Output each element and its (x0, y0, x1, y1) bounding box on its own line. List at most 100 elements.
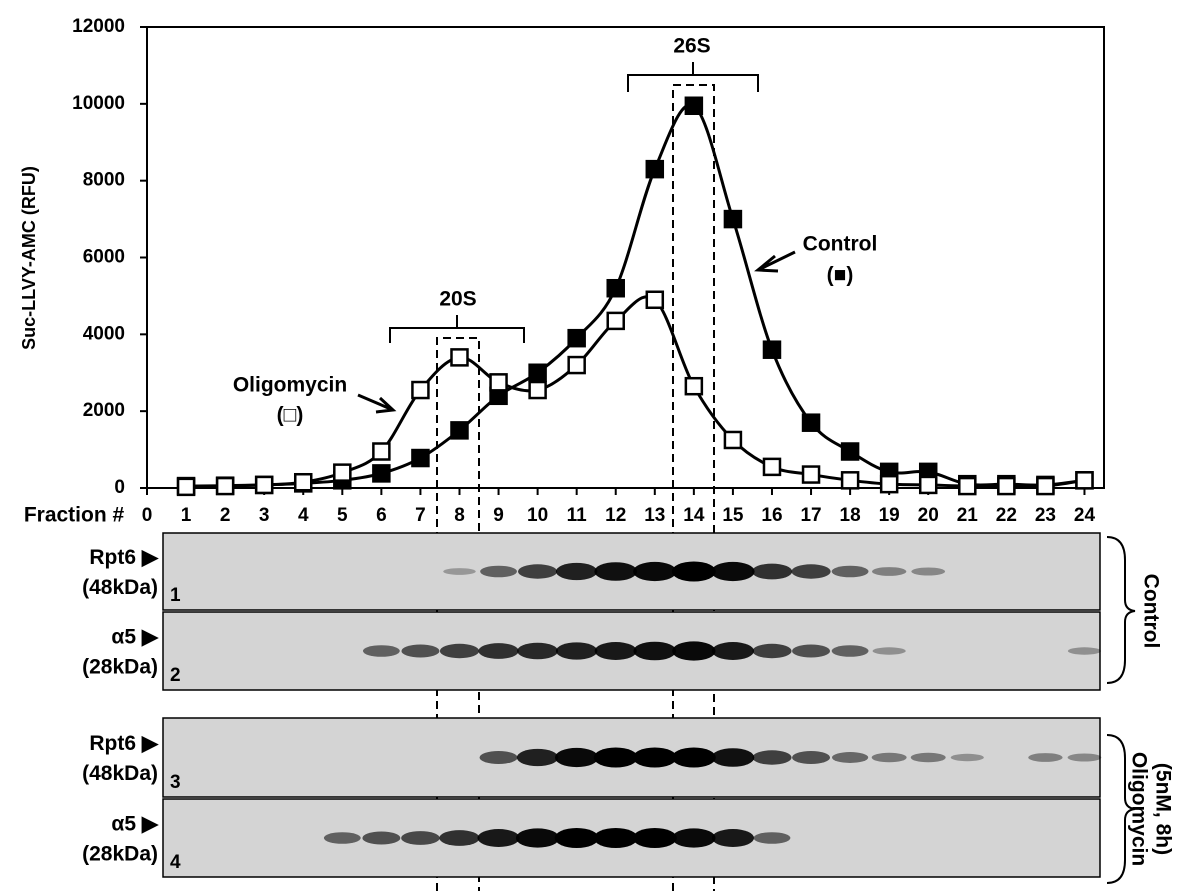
protein-label: α5 ▶ (111, 813, 158, 836)
lane-label: 4 (170, 852, 181, 873)
x-tick-label: 4 (298, 505, 309, 526)
x-tick-label: 22 (996, 505, 1017, 526)
data-point (372, 442, 391, 461)
blot-band (517, 642, 559, 660)
x-tick-label: 11 (567, 505, 588, 526)
blot-band (672, 641, 716, 661)
blot-band (792, 644, 831, 658)
blot-band (555, 562, 598, 581)
x-tick-label: 2 (220, 505, 231, 526)
mass-label: (28kDa) (82, 843, 158, 866)
x-tick-label: 1 (181, 505, 192, 526)
blot-band (632, 828, 677, 848)
protein-label: α5 ▶ (111, 626, 158, 649)
blot-band (515, 828, 560, 848)
x-tick-label: 9 (493, 505, 504, 526)
blot-band (480, 565, 517, 578)
x-tick-label: 21 (957, 505, 979, 526)
data-point (801, 413, 821, 432)
blot-band (323, 832, 361, 844)
blot-band (910, 752, 946, 763)
data-point (606, 278, 625, 298)
bracket (627, 62, 759, 92)
group-label: Control (1139, 574, 1162, 649)
x-tick-label: 14 (683, 505, 705, 526)
blot-band (711, 642, 755, 660)
data-point (567, 328, 586, 348)
data-point (215, 476, 235, 496)
brace (1106, 734, 1136, 884)
group-label: (5nM, 8h) (1151, 763, 1174, 855)
x-tick-label: 19 (879, 505, 900, 526)
blot-band (594, 642, 637, 660)
data-point (645, 159, 665, 179)
protein-label: Rpt6 ▶ (89, 732, 159, 755)
data-point (411, 380, 430, 400)
series-marker-label: (■) (827, 264, 854, 287)
data-point (606, 311, 625, 331)
data-point (1075, 471, 1094, 490)
blot-band (518, 564, 558, 579)
x-axis-title: Fraction # (24, 504, 125, 527)
y-tick-label: 0 (114, 477, 125, 498)
y-axis-title: Suc-LLVY-AMC (RFU) (19, 166, 39, 350)
blot-band (362, 831, 401, 845)
data-point (176, 477, 196, 497)
brace (1106, 536, 1136, 684)
y-tick-label: 4000 (83, 323, 125, 344)
blot-band (871, 752, 907, 763)
x-tick-label: 15 (722, 505, 744, 526)
data-point (879, 474, 899, 494)
blot-band (831, 645, 869, 657)
x-tick-label: 0 (142, 505, 153, 526)
mass-label: (48kDa) (82, 762, 158, 785)
lane-label: 2 (170, 665, 181, 686)
series-line (186, 103, 1085, 488)
x-tick-label: 5 (337, 505, 348, 526)
data-point (684, 376, 704, 396)
protein-label: Rpt6 ▶ (89, 546, 159, 569)
x-tick-label: 23 (1035, 505, 1056, 526)
blot-panel (162, 717, 1101, 798)
data-point (450, 421, 469, 440)
blot-band (752, 643, 792, 659)
bracket (389, 315, 525, 343)
data-point (528, 380, 547, 400)
data-point (489, 373, 508, 392)
blot-band (554, 747, 599, 768)
blot-band (791, 564, 831, 579)
blot-band (443, 568, 476, 575)
blot-band (672, 828, 716, 848)
y-tick-label: 6000 (83, 247, 125, 268)
blot-band (711, 829, 755, 847)
x-tick-label: 7 (415, 505, 426, 526)
data-point (723, 209, 743, 229)
blot-band (362, 645, 400, 657)
blot-band (401, 831, 440, 845)
blot-band (711, 748, 755, 767)
blot-band (593, 828, 638, 848)
data-point (333, 463, 352, 482)
mass-label: (48kDa) (82, 576, 158, 599)
blot-band (671, 747, 716, 768)
blot-band (633, 561, 677, 582)
arrow (754, 250, 796, 273)
blot-band (950, 753, 984, 762)
blot-band (911, 567, 946, 576)
data-point (645, 290, 665, 310)
annotation: 26S (673, 35, 710, 58)
data-point (840, 442, 860, 461)
blot-band (439, 830, 480, 846)
blot-band (477, 829, 520, 847)
x-tick-label: 13 (644, 505, 665, 526)
data-point (254, 475, 274, 495)
x-tick-label: 6 (376, 505, 387, 526)
lane-label: 1 (170, 585, 181, 606)
mass-label: (28kDa) (82, 656, 158, 679)
series-label: Oligomycin (233, 374, 347, 397)
data-point (1036, 476, 1055, 496)
data-point (801, 465, 821, 484)
y-tick-label: 12000 (72, 16, 125, 37)
blot-band (1028, 753, 1063, 762)
